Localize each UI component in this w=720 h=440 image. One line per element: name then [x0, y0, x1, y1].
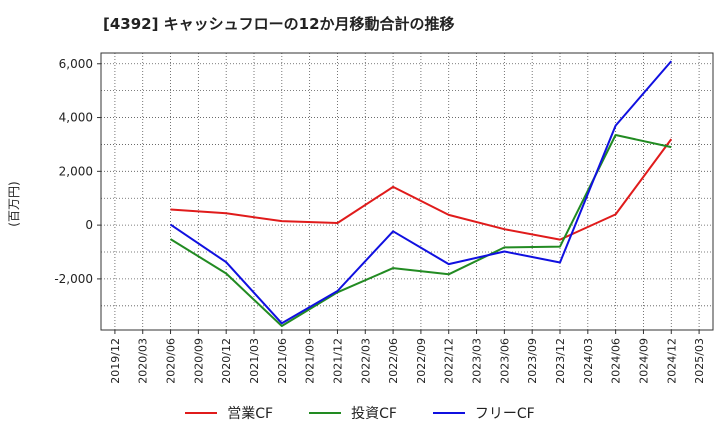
x-tick-label: 2024/09 — [637, 338, 650, 384]
x-tick-label: 2022/09 — [415, 338, 428, 384]
y-axis-label: (百万円) — [7, 181, 21, 226]
x-tick-label: 2021/09 — [304, 338, 317, 384]
series-lines — [169, 60, 673, 327]
legend-swatch — [185, 412, 218, 414]
x-tick-label: 2020/09 — [192, 338, 205, 384]
series-line — [170, 138, 673, 241]
x-tick-label: 2020/03 — [137, 338, 150, 384]
x-tick-label: 2022/03 — [359, 338, 372, 384]
legend-item: 営業CF — [185, 403, 273, 423]
x-tick-label: 2021/12 — [331, 338, 344, 384]
x-tick-label: 2021/06 — [276, 338, 289, 384]
grid — [101, 53, 713, 330]
x-tick-label: 2023/12 — [554, 338, 567, 384]
series-line — [169, 60, 673, 325]
series-line — [169, 134, 672, 327]
x-tick-label: 2024/03 — [582, 338, 595, 384]
axes: -2,000 0 2,000 4,000 6,000 2019/12 2020/03 2020… — [54, 52, 714, 384]
x-tick-label: 2019/12 — [109, 338, 122, 384]
x-tick-label: 2023/09 — [526, 338, 539, 384]
x-tick-label: 2022/12 — [443, 338, 456, 384]
plot-frame — [100, 52, 714, 331]
legend: 営業CF 投資CF フリーCF — [0, 403, 720, 423]
x-tick-label: 2025/03 — [693, 338, 706, 384]
y-tick-label: 6,000 — [59, 57, 93, 71]
legend-swatch — [309, 412, 342, 414]
y-tick-label: 4,000 — [59, 111, 93, 125]
x-tick-label: 2024/12 — [665, 338, 678, 384]
x-tick-label: 2022/06 — [387, 338, 400, 384]
x-tick-label: 2023/03 — [471, 338, 484, 384]
legend-item: 投資CF — [309, 403, 397, 423]
legend-label: 営業CF — [227, 406, 274, 422]
cashflow-line-chart: -2,000 0 2,000 4,000 6,000 2019/12 2020/03 2020… — [7, 52, 714, 384]
y-tick-label: 0 — [85, 218, 93, 232]
x-tick-label: 2020/12 — [220, 338, 233, 384]
x-tick-label: 2020/06 — [165, 338, 178, 384]
y-tick-label: 2,000 — [59, 164, 93, 178]
legend-label: フリーCF — [474, 406, 535, 422]
x-tick-label: 2023/06 — [498, 338, 511, 384]
x-tick-label: 2024/06 — [610, 338, 623, 384]
y-tick-label: -2,000 — [54, 272, 93, 286]
chart-title: [4392] キャッシュフローの12か月移動合計の推移 — [103, 15, 455, 33]
x-tick-label: 2021/03 — [248, 338, 261, 384]
legend-label: 投資CF — [351, 406, 397, 422]
legend-swatch — [432, 412, 465, 414]
legend-item: フリーCF — [432, 403, 535, 423]
